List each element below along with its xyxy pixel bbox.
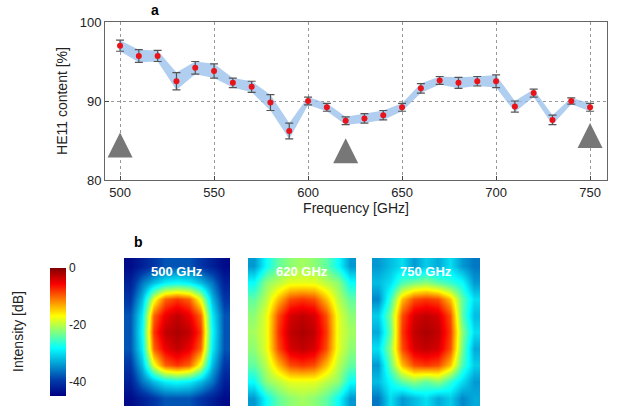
svg-text:650: 650 [391, 185, 413, 200]
svg-text:100: 100 [80, 15, 102, 30]
svg-text:Intensity [dB]: Intensity [dB] [10, 291, 26, 372]
svg-text:b: b [134, 234, 143, 250]
svg-text:a: a [151, 2, 159, 18]
svg-text:80: 80 [87, 173, 101, 188]
svg-text:0: 0 [69, 261, 76, 275]
svg-text:600: 600 [297, 185, 319, 200]
svg-text:620 GHz: 620 GHz [276, 264, 328, 279]
svg-text:-20: -20 [69, 318, 87, 332]
svg-text:500: 500 [109, 185, 131, 200]
svg-text:HE11 content [%]: HE11 content [%] [54, 47, 70, 155]
svg-text:750 GHz: 750 GHz [400, 264, 452, 279]
svg-text:500 GHz: 500 GHz [151, 264, 203, 279]
svg-text:90: 90 [87, 94, 101, 109]
svg-text:Frequency [GHz]: Frequency [GHz] [303, 200, 409, 216]
svg-text:700: 700 [485, 185, 507, 200]
svg-text:750: 750 [579, 185, 601, 200]
svg-text:550: 550 [203, 185, 225, 200]
svg-text:-40: -40 [69, 375, 87, 389]
